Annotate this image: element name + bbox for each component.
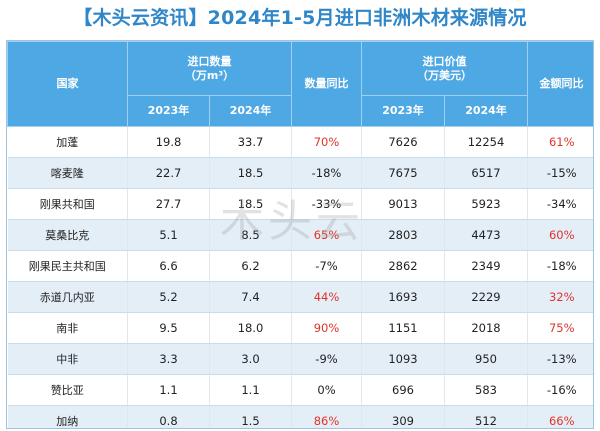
cell-qty-yoy: -7% xyxy=(291,250,362,282)
table-row: 加纳 0.8 1.5 86% 309 512 66% xyxy=(7,405,593,428)
cell-country: 南非 xyxy=(7,312,128,344)
header-value-label: 进口价值 xyxy=(422,54,467,68)
cell-value-2024: 6517 xyxy=(444,157,528,189)
cell-country: 喀麦隆 xyxy=(7,157,128,189)
cell-qty-yoy: 65% xyxy=(291,219,362,251)
cell-qty-2023: 5.2 xyxy=(127,281,210,313)
cell-value-yoy: 66% xyxy=(527,405,593,428)
cell-qty-2023: 3.3 xyxy=(127,343,210,375)
header-qty-2024: 2024年 xyxy=(209,95,292,127)
header-qty-label: 进口数量 xyxy=(187,54,232,68)
cell-country: 赞比亚 xyxy=(7,374,128,406)
cell-qty-2023: 1.1 xyxy=(127,374,210,406)
cell-value-2024: 2349 xyxy=(444,250,528,282)
cell-qty-yoy: -33% xyxy=(291,188,362,220)
cell-qty-yoy: -18% xyxy=(291,157,362,189)
cell-value-2024: 583 xyxy=(444,374,528,406)
table-row: 南非 9.5 18.0 90% 1151 2018 75% xyxy=(7,312,593,344)
cell-qty-2024: 1.1 xyxy=(209,374,292,406)
table-row: 加蓬 19.8 33.7 70% 7626 12254 61% xyxy=(7,126,593,158)
header-qty-2023: 2023年 xyxy=(127,95,210,127)
cell-qty-2024: 18.5 xyxy=(209,157,292,189)
cell-qty-2023: 27.7 xyxy=(127,188,210,220)
header-country: 国家 xyxy=(7,41,128,127)
cell-qty-yoy: 70% xyxy=(291,126,362,158)
table-row: 喀麦隆 22.7 18.5 -18% 7675 6517 -15% xyxy=(7,157,593,189)
table-row: 刚果民主共和国 6.6 6.2 -7% 2862 2349 -18% xyxy=(7,250,593,282)
cell-qty-2023: 22.7 xyxy=(127,157,210,189)
cell-qty-2024: 18.0 xyxy=(209,312,292,344)
cell-value-yoy: 60% xyxy=(527,219,593,251)
cell-value-yoy: -18% xyxy=(527,250,593,282)
cell-qty-2023: 5.1 xyxy=(127,219,210,251)
table-row: 中非 3.3 3.0 -9% 1093 950 -13% xyxy=(7,343,593,375)
cell-qty-2024: 33.7 xyxy=(209,126,292,158)
cell-value-2023: 1093 xyxy=(361,343,445,375)
cell-country: 刚果民主共和国 xyxy=(7,250,128,282)
cell-value-yoy: 75% xyxy=(527,312,593,344)
cell-country: 莫桑比克 xyxy=(7,219,128,251)
cell-value-2024: 2018 xyxy=(444,312,528,344)
cell-value-2023: 1693 xyxy=(361,281,445,313)
page-title: 【木头云资讯】2024年1-5月进口非洲木材来源情况 xyxy=(73,7,527,29)
table-row: 赤道几内亚 5.2 7.4 44% 1693 2229 32% xyxy=(7,281,593,313)
cell-country: 加蓬 xyxy=(7,126,128,158)
cell-value-2023: 696 xyxy=(361,374,445,406)
cell-value-2023: 2862 xyxy=(361,250,445,282)
cell-qty-yoy: -9% xyxy=(291,343,362,375)
cell-value-yoy: 32% xyxy=(527,281,593,313)
cell-value-2023: 1151 xyxy=(361,312,445,344)
table-row: 莫桑比克 5.1 8.5 65% 2803 4473 60% xyxy=(7,219,593,251)
cell-qty-yoy: 44% xyxy=(291,281,362,313)
table-row: 赞比亚 1.1 1.1 0% 696 583 -16% xyxy=(7,374,593,406)
cell-value-yoy: -16% xyxy=(527,374,593,406)
cell-qty-2023: 6.6 xyxy=(127,250,210,282)
cell-qty-2024: 18.5 xyxy=(209,188,292,220)
cell-country: 中非 xyxy=(7,343,128,375)
cell-value-2024: 5923 xyxy=(444,188,528,220)
cell-qty-2024: 8.5 xyxy=(209,219,292,251)
cell-value-2024: 4473 xyxy=(444,219,528,251)
cell-value-2023: 7626 xyxy=(361,126,445,158)
cell-value-2024: 950 xyxy=(444,343,528,375)
header-value-yoy: 金额同比 xyxy=(527,41,593,127)
cell-country: 加纳 xyxy=(7,405,128,428)
cell-value-2024: 12254 xyxy=(444,126,528,158)
header-qty-yoy: 数量同比 xyxy=(291,41,362,127)
import-table: 国家 进口数量 （万m³） 数量同比 进口价值 （万美元） 金额同比 2023年… xyxy=(7,41,593,428)
header-value-unit: （万美元） xyxy=(417,68,472,82)
cell-value-yoy: -13% xyxy=(527,343,593,375)
cell-value-2024: 2229 xyxy=(444,281,528,313)
table-body: 加蓬 19.8 33.7 70% 7626 12254 61% 喀麦隆 22.7 18.5 -18%… xyxy=(7,126,593,428)
header-value-2023: 2023年 xyxy=(361,95,445,127)
cell-country: 赤道几内亚 xyxy=(7,281,128,313)
cell-qty-2024: 3.0 xyxy=(209,343,292,375)
cell-qty-yoy: 86% xyxy=(291,405,362,428)
cell-qty-yoy: 0% xyxy=(291,374,362,406)
cell-country: 刚果共和国 xyxy=(7,188,128,220)
header-qty-group: 进口数量 （万m³） xyxy=(127,41,292,96)
cell-value-yoy: -15% xyxy=(527,157,593,189)
cell-qty-2023: 0.8 xyxy=(127,405,210,428)
cell-qty-2023: 19.8 xyxy=(127,126,210,158)
import-table-container: 国家 进口数量 （万m³） 数量同比 进口价值 （万美元） 金额同比 2023年… xyxy=(6,40,594,429)
cell-qty-2024: 1.5 xyxy=(209,405,292,428)
header-value-2024: 2024年 xyxy=(444,95,528,127)
table-row: 刚果共和国 27.7 18.5 -33% 9013 5923 -34% xyxy=(7,188,593,220)
cell-value-yoy: -34% xyxy=(527,188,593,220)
cell-value-2023: 7675 xyxy=(361,157,445,189)
cell-value-yoy: 61% xyxy=(527,126,593,158)
cell-value-2023: 9013 xyxy=(361,188,445,220)
cell-qty-yoy: 90% xyxy=(291,312,362,344)
cell-qty-2023: 9.5 xyxy=(127,312,210,344)
header-value-group: 进口价值 （万美元） xyxy=(361,41,528,96)
cell-value-2023: 2803 xyxy=(361,219,445,251)
cell-qty-2024: 6.2 xyxy=(209,250,292,282)
cell-value-2024: 512 xyxy=(444,405,528,428)
header-qty-unit: （万m³） xyxy=(184,68,235,82)
cell-qty-2024: 7.4 xyxy=(209,281,292,313)
cell-value-2023: 309 xyxy=(361,405,445,428)
